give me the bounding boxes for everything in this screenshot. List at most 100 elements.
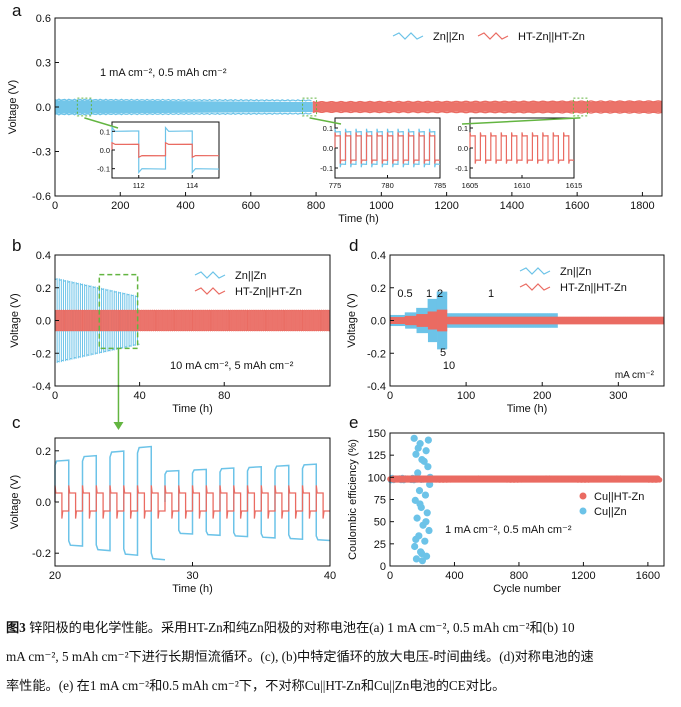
e-y-tick-label: 50: [374, 517, 386, 529]
a-inset-2-y-tick-label: -0.1: [455, 164, 468, 173]
e-point-cu-zn: [424, 436, 432, 444]
e-y-tick-label: 0: [380, 561, 386, 573]
e-x-axis-label: Cycle number: [493, 583, 561, 595]
a-series-zn-zn-lower: [54, 112, 312, 116]
c-y-tick-label: -0.2: [32, 548, 51, 560]
b-x-axis-label: Time (h): [172, 403, 213, 415]
d-series-zn-zn-step-0: [389, 314, 406, 327]
e-y-tick-label: 100: [368, 472, 386, 484]
d-x-axis-label: Time (h): [507, 403, 548, 415]
b-legend-swatch-1: [194, 287, 226, 295]
d-y-tick-label: 0.4: [371, 250, 386, 262]
b-y-tick-label: 0.0: [36, 316, 51, 328]
e-legend-label-1: Cu||Zn: [594, 506, 627, 518]
b-legend-label-0: Zn||Zn: [235, 270, 266, 282]
d-x-tick-label: 0: [387, 390, 393, 402]
e-point-cu-zn: [418, 549, 426, 558]
a-y-tick-label: 0.0: [36, 102, 51, 114]
a-y-tick-label: 0.6: [36, 13, 51, 25]
a-y-tick-label: 0.3: [36, 58, 51, 70]
d-series-zn-zn-step-2: [416, 307, 429, 334]
a-condition-label: 1 mA cm⁻², 0.5 mAh cm⁻²: [100, 67, 227, 79]
d-series-ht-zn-step-2: [416, 313, 429, 328]
e-y-tick-label: 75: [374, 495, 386, 507]
e-point-cu-zn: [410, 434, 418, 442]
c-series-ht-zn-trace: [54, 485, 330, 519]
e-y-tick-label: 125: [368, 450, 386, 462]
e-point-cu-zn: [416, 500, 424, 508]
a-x-tick-label: 200: [111, 200, 129, 212]
figure: 0 200 400 600 800 1000 1200 1400 1600 1800-0.6-0.…: [7, 1, 665, 595]
d-series-zn-zn-step-1: [404, 312, 418, 329]
a-inset-1-x-tick-label: 780: [381, 181, 394, 190]
c-y-tick-label: 0.2: [36, 446, 51, 458]
b-y-tick-label: -0.4: [32, 381, 51, 393]
a-y-axis-label: Voltage (V): [7, 80, 19, 134]
a-series-ht-zn-upper: [312, 100, 663, 104]
caption-line-3: 率性能。(e) 在1 mA cm⁻²和0.5 mAh cm⁻²下，不对称Cu||…: [6, 678, 506, 693]
e-point-cu-zn: [415, 487, 424, 495]
a-inset-0-x-tick-label: 112: [133, 181, 145, 190]
b-zoom-arrow-head: [113, 422, 124, 430]
a-inset-2-x-tick-label: 1615: [566, 181, 583, 190]
b-legend-swatch-0: [194, 271, 226, 279]
d-x-tick-label: 300: [609, 390, 627, 402]
e-point-cu-zn: [421, 537, 429, 545]
a2-legend-swatch-0: [477, 32, 509, 40]
e-x-tick-label: 1600: [636, 570, 660, 582]
b-panel-letter: b: [12, 236, 21, 255]
e-x-tick-label: 400: [445, 570, 463, 582]
d-panel-letter: d: [349, 236, 358, 255]
e-x-tick-label: 1200: [571, 570, 595, 582]
d-x-tick-label: 200: [533, 390, 551, 402]
a-inset-1-y-tick-label: -0.1: [320, 164, 333, 173]
a-x-tick-label: 0: [52, 200, 58, 212]
d-series-zn-zn-step-3: [427, 298, 438, 343]
a-x-tick-label: 1800: [630, 200, 654, 212]
a-inset-0-x-tick-label: 114: [186, 181, 198, 190]
a-inset-2-x-tick-label: 1610: [514, 181, 531, 190]
a-y-tick-label: -0.3: [32, 147, 51, 159]
c-series-zn-zn-seg-0: [54, 445, 166, 561]
d-series-ht-zn-step-1: [404, 315, 417, 326]
e-point-cu-zn: [411, 542, 419, 551]
e-point-cu-zn: [423, 509, 431, 517]
a-inset-1-zn-zn-trace: [334, 128, 441, 168]
a-inset-0-y-tick-label: -0.1: [97, 165, 110, 174]
e-legend-label-0: Cu||HT-Zn: [594, 491, 644, 503]
a-x-tick-label: 1600: [565, 200, 589, 212]
e-legend-marker-1: [579, 507, 587, 515]
a-x-tick-label: 600: [242, 200, 260, 212]
e-y-tick-label: 150: [368, 428, 386, 440]
d-legend-label-0: Zn||Zn: [560, 266, 591, 278]
e-point-cu-zn: [412, 555, 421, 563]
caption-line-2: mA cm⁻², 5 mAh cm⁻²下进行长期恒流循环。(c), (b)中特定…: [6, 649, 594, 664]
caption-label: 图3: [6, 620, 26, 635]
a-zoom-arrow-2: [461, 117, 581, 125]
d-y-tick-label: 0.0: [371, 316, 386, 328]
a-series-zn-zn-band: [55, 100, 313, 114]
a-inset-1-x-tick-label: 785: [434, 181, 447, 190]
e-point-cu-zn: [420, 457, 428, 465]
a-panel-letter: a: [12, 1, 22, 20]
a-legend-swatch-0: [392, 32, 424, 40]
d-rate-label-5: 1: [488, 288, 494, 300]
a-x-tick-label: 800: [307, 200, 325, 212]
a-inset-1-frame: [334, 117, 441, 179]
a-inset-1-y-tick-label: 0.0: [323, 144, 333, 153]
d-series-ht-zn-step-0: [389, 316, 406, 325]
e-point-cu-zn: [412, 535, 420, 544]
b-y-tick-label: 0.2: [36, 283, 51, 295]
a-inset-2-y-tick-label: 0.0: [458, 144, 468, 153]
e-point-cu-zn: [425, 526, 433, 535]
d-legend-swatch-0: [519, 267, 551, 275]
a-inset-2-x-tick-label: 1605: [462, 181, 479, 190]
e-point-cu-zn: [414, 444, 422, 452]
a-y-tick-label: -0.6: [32, 191, 51, 203]
c-x-tick-label: 20: [49, 570, 61, 582]
b-legend-label-1: HT-Zn||HT-Zn: [235, 286, 302, 298]
a-inset-2-ht-zn-trace: [469, 132, 575, 164]
d-unit-label: mA cm⁻²: [615, 370, 655, 381]
a-series-ht-zn-band: [312, 101, 662, 113]
d-rate-label-1: 1: [426, 288, 432, 300]
